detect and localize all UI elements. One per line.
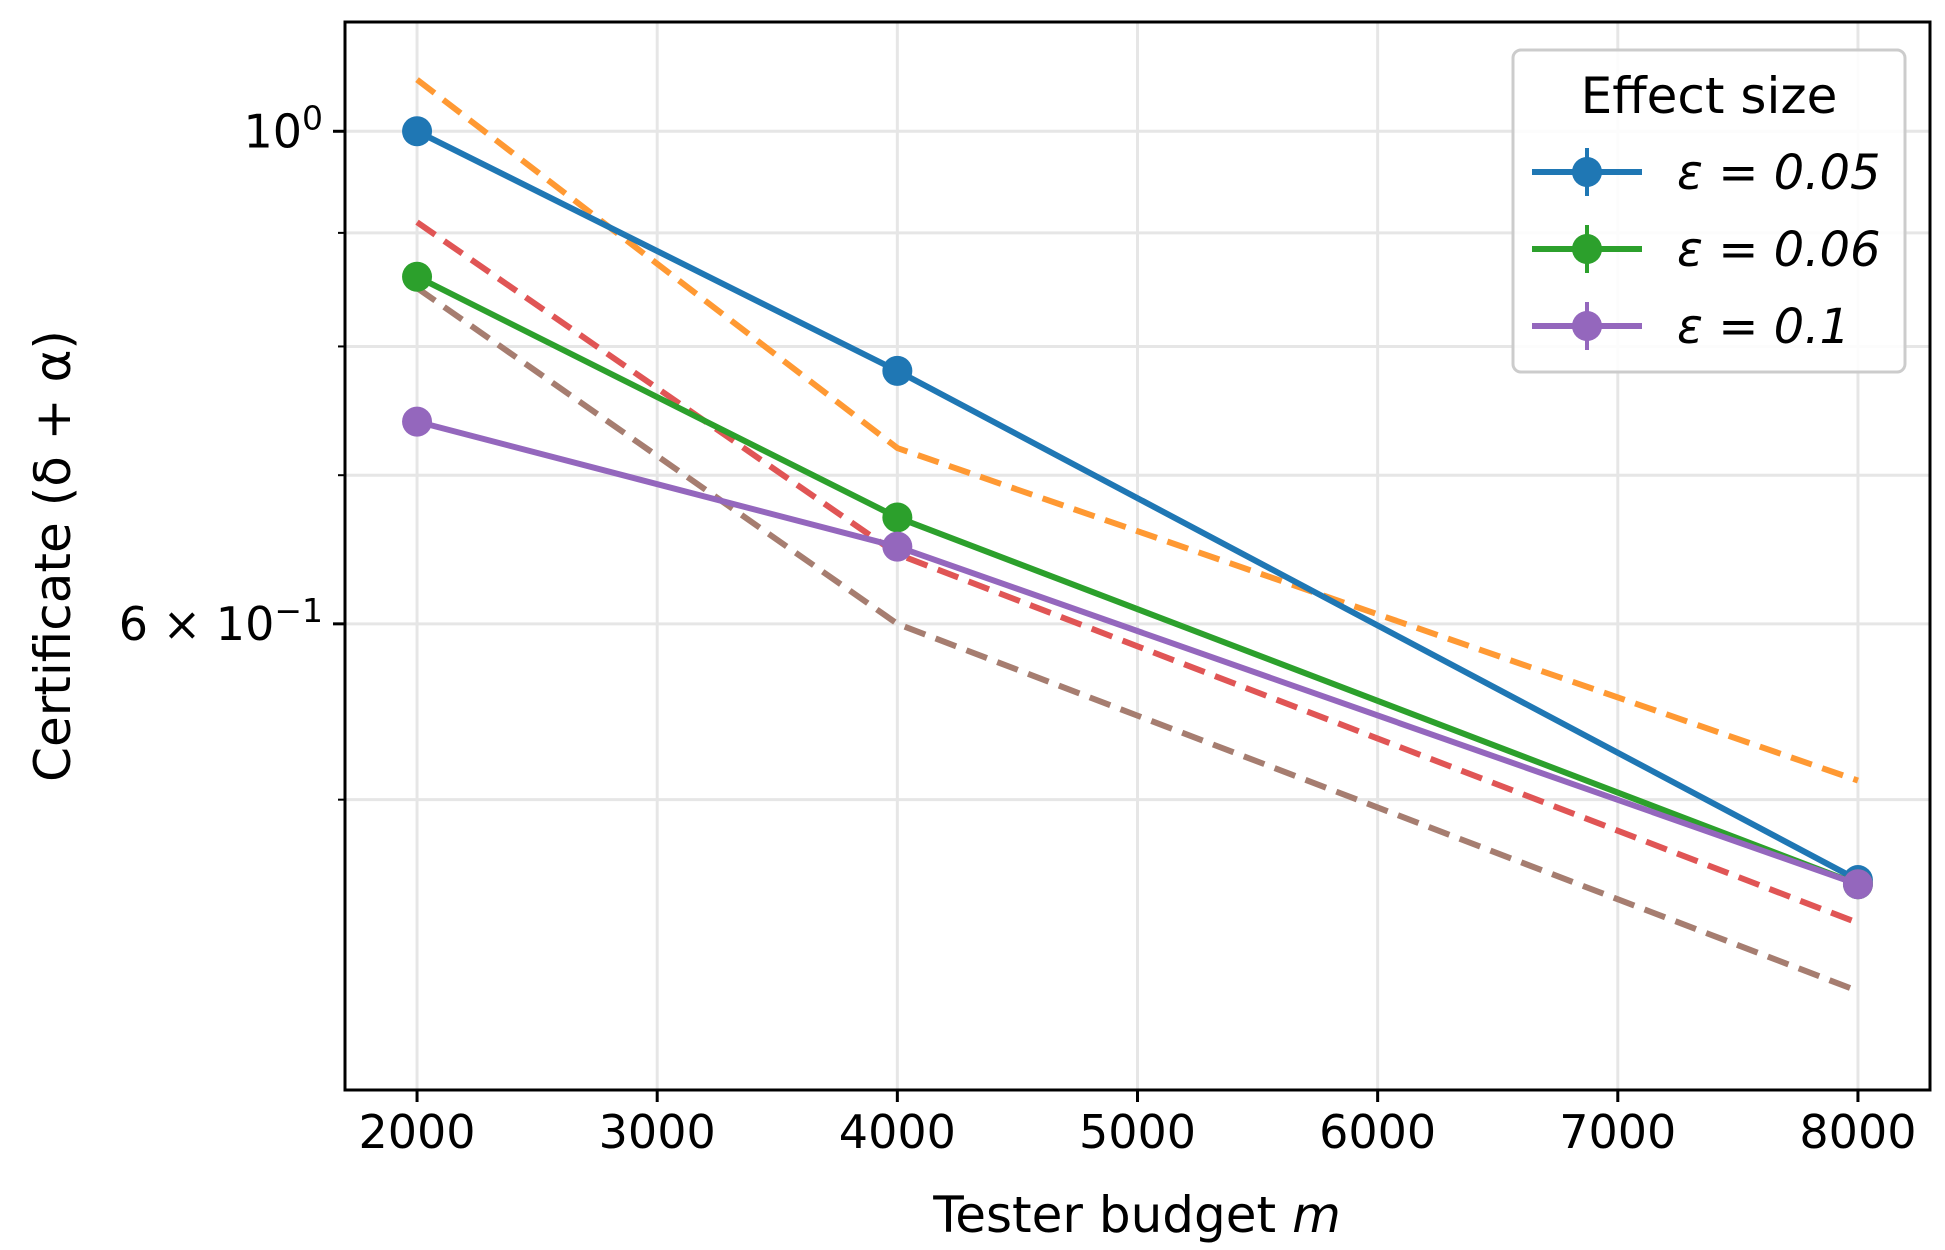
- legend-label: ε = 0.06: [1677, 222, 1881, 278]
- x-tick-label: 8000: [1799, 1105, 1916, 1159]
- x-axis-title: Tester budget m: [932, 1186, 1341, 1244]
- y-axis-title: Certificate (δ + α): [24, 330, 82, 782]
- data-point: [402, 406, 433, 437]
- legend-box: [1511, 48, 1907, 374]
- legend-label: ε = 0.1: [1677, 299, 1850, 355]
- series-line: [415, 285, 1860, 994]
- x-tick-label: 3000: [599, 1105, 716, 1159]
- data-point: [882, 355, 913, 386]
- y-tick-label: 6 × 10−1: [119, 591, 323, 651]
- ticks: 2000 3000 4000 5000 6000 7000 8000 100 6 × 10−1: [119, 98, 1917, 1159]
- x-tick-label: 4000: [839, 1105, 956, 1159]
- legend-label: ε = 0.05: [1677, 145, 1881, 201]
- data-point: [882, 502, 913, 533]
- x-tick-label: 2000: [359, 1105, 476, 1159]
- series-layer: [402, 77, 1873, 994]
- data-point: [882, 531, 913, 562]
- series-line: [415, 77, 1859, 784]
- legend-swatch-marker: [1572, 157, 1602, 187]
- legend: Effect size ε = 0.05 ε = 0.06 ε = 0.1: [1511, 48, 1907, 374]
- x-tick-label: 5000: [1079, 1105, 1196, 1159]
- legend-entries: ε = 0.05 ε = 0.06 ε = 0.1: [1532, 145, 1881, 355]
- y-tick-label: 100: [243, 98, 323, 158]
- data-point: [402, 116, 433, 147]
- x-tick-label: 7000: [1559, 1105, 1676, 1159]
- legend-swatch-marker: [1572, 234, 1602, 264]
- data-point: [402, 261, 433, 292]
- x-axis-variable: m: [1292, 1186, 1341, 1244]
- x-tick-label: 6000: [1319, 1105, 1436, 1159]
- x-axis-label-text: Tester budget: [932, 1186, 1276, 1244]
- data-point: [1842, 869, 1873, 900]
- legend-title: Effect size: [1581, 67, 1838, 125]
- series-line: [415, 219, 1860, 926]
- legend-swatch-marker: [1572, 311, 1602, 341]
